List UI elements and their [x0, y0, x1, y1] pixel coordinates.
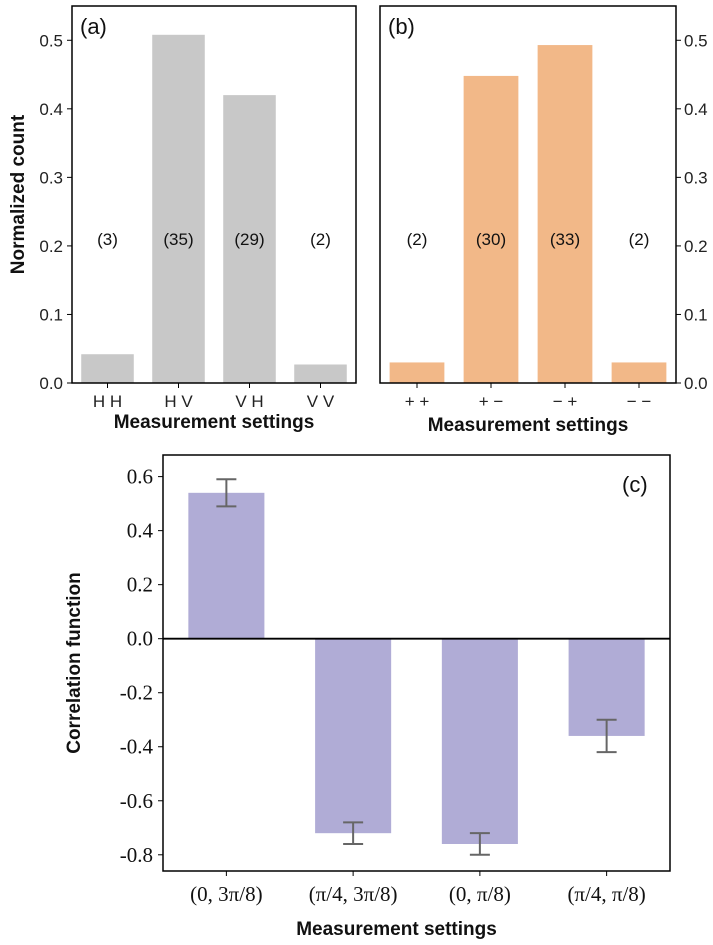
plot-frame — [71, 5, 357, 384]
x-tick-label-3: V V — [307, 392, 335, 411]
count-label-0: (3) — [97, 230, 118, 249]
count-label-2: (29) — [234, 230, 264, 249]
y-tick-label-6: -0.6 — [120, 789, 153, 813]
count-label-0: (2) — [407, 230, 428, 249]
x-tick-label-0: + + — [405, 392, 430, 411]
x-axis-label: Measurement settings — [428, 415, 629, 436]
bar-0 — [389, 362, 445, 383]
x-tick-label-0: (0, 3π/8) — [190, 882, 262, 906]
x-axis-label: Measurement settings — [114, 412, 315, 433]
panel-a: (3) H H (35) H V (29) V H (2) V V 0.0 0.1 0.2 0.3 0.… — [8, 5, 357, 433]
bar-2 — [537, 45, 593, 383]
bar-1 — [463, 75, 519, 383]
bar-2 — [441, 638, 518, 844]
y-tick-label-0: 0.6 — [127, 465, 153, 489]
bar-0 — [81, 354, 134, 383]
count-label-2: (33) — [550, 230, 580, 249]
panel-c: (0, 3π/8) (π/4, 3π/8) (0, π/8) (π/4, π/8) 0.… — [64, 454, 671, 940]
x-tick-label-0: H H — [93, 392, 122, 411]
bar-0 — [188, 492, 265, 639]
x-tick-label-2: V H — [235, 392, 263, 411]
bar-1 — [315, 638, 392, 834]
y-tick-label-5: -0.4 — [120, 735, 154, 759]
y-tick-label-1: 0.1 — [39, 305, 63, 324]
plot-frame — [162, 454, 671, 872]
y-tick-label-5: 0.5 — [684, 31, 708, 50]
panel-b: (2) + + (30) + − (33) − + (2) − − 0.0 0.1 0.2 0.3 0.… — [379, 5, 708, 436]
x-tick-label-1: + − — [479, 392, 504, 411]
bar-2 — [223, 95, 276, 383]
x-tick-label-1: H V — [164, 392, 193, 411]
y-tick-label-4: -0.2 — [120, 681, 153, 705]
y-tick-label-5: 0.5 — [39, 31, 63, 50]
y-tick-label-3: 0.3 — [39, 168, 63, 187]
y-tick-label-2: 0.2 — [39, 237, 63, 256]
y-tick-label-2: 0.2 — [684, 237, 708, 256]
y-tick-label-3: 0.0 — [127, 627, 153, 651]
x-axis-label: Measurement settings — [296, 919, 497, 940]
x-tick-label-2: (0, π/8) — [449, 882, 511, 906]
y-tick-label-4: 0.4 — [684, 100, 708, 119]
y-tick-label-3: 0.3 — [684, 168, 708, 187]
x-tick-label-1: (π/4, 3π/8) — [309, 882, 398, 906]
x-tick-label-2: − + — [553, 392, 578, 411]
panel-label: (b) — [388, 14, 415, 39]
y-tick-label-0: 0.0 — [39, 374, 63, 393]
count-label-3: (2) — [629, 230, 650, 249]
bar-1 — [152, 34, 205, 383]
bar-3 — [611, 362, 667, 383]
panel-label: (a) — [80, 14, 107, 39]
count-label-1: (35) — [163, 230, 193, 249]
x-tick-label-3: (π/4, π/8) — [567, 882, 645, 906]
y-axis-label: Normalized count — [8, 114, 29, 274]
y-tick-label-1: 0.1 — [684, 305, 708, 324]
bar-3 — [294, 364, 347, 383]
y-tick-label-1: 0.4 — [127, 519, 154, 543]
count-label-1: (30) — [476, 230, 506, 249]
y-axis-label: Correlation function — [64, 572, 85, 754]
count-label-3: (2) — [310, 230, 331, 249]
x-tick-label-3: − − — [627, 392, 652, 411]
y-tick-label-0: 0.0 — [684, 374, 708, 393]
y-tick-label-2: 0.2 — [127, 573, 153, 597]
y-tick-label-7: -0.8 — [120, 843, 153, 867]
panel-label: (c) — [622, 472, 648, 497]
plot-frame — [379, 5, 677, 384]
y-tick-label-4: 0.4 — [39, 100, 63, 119]
